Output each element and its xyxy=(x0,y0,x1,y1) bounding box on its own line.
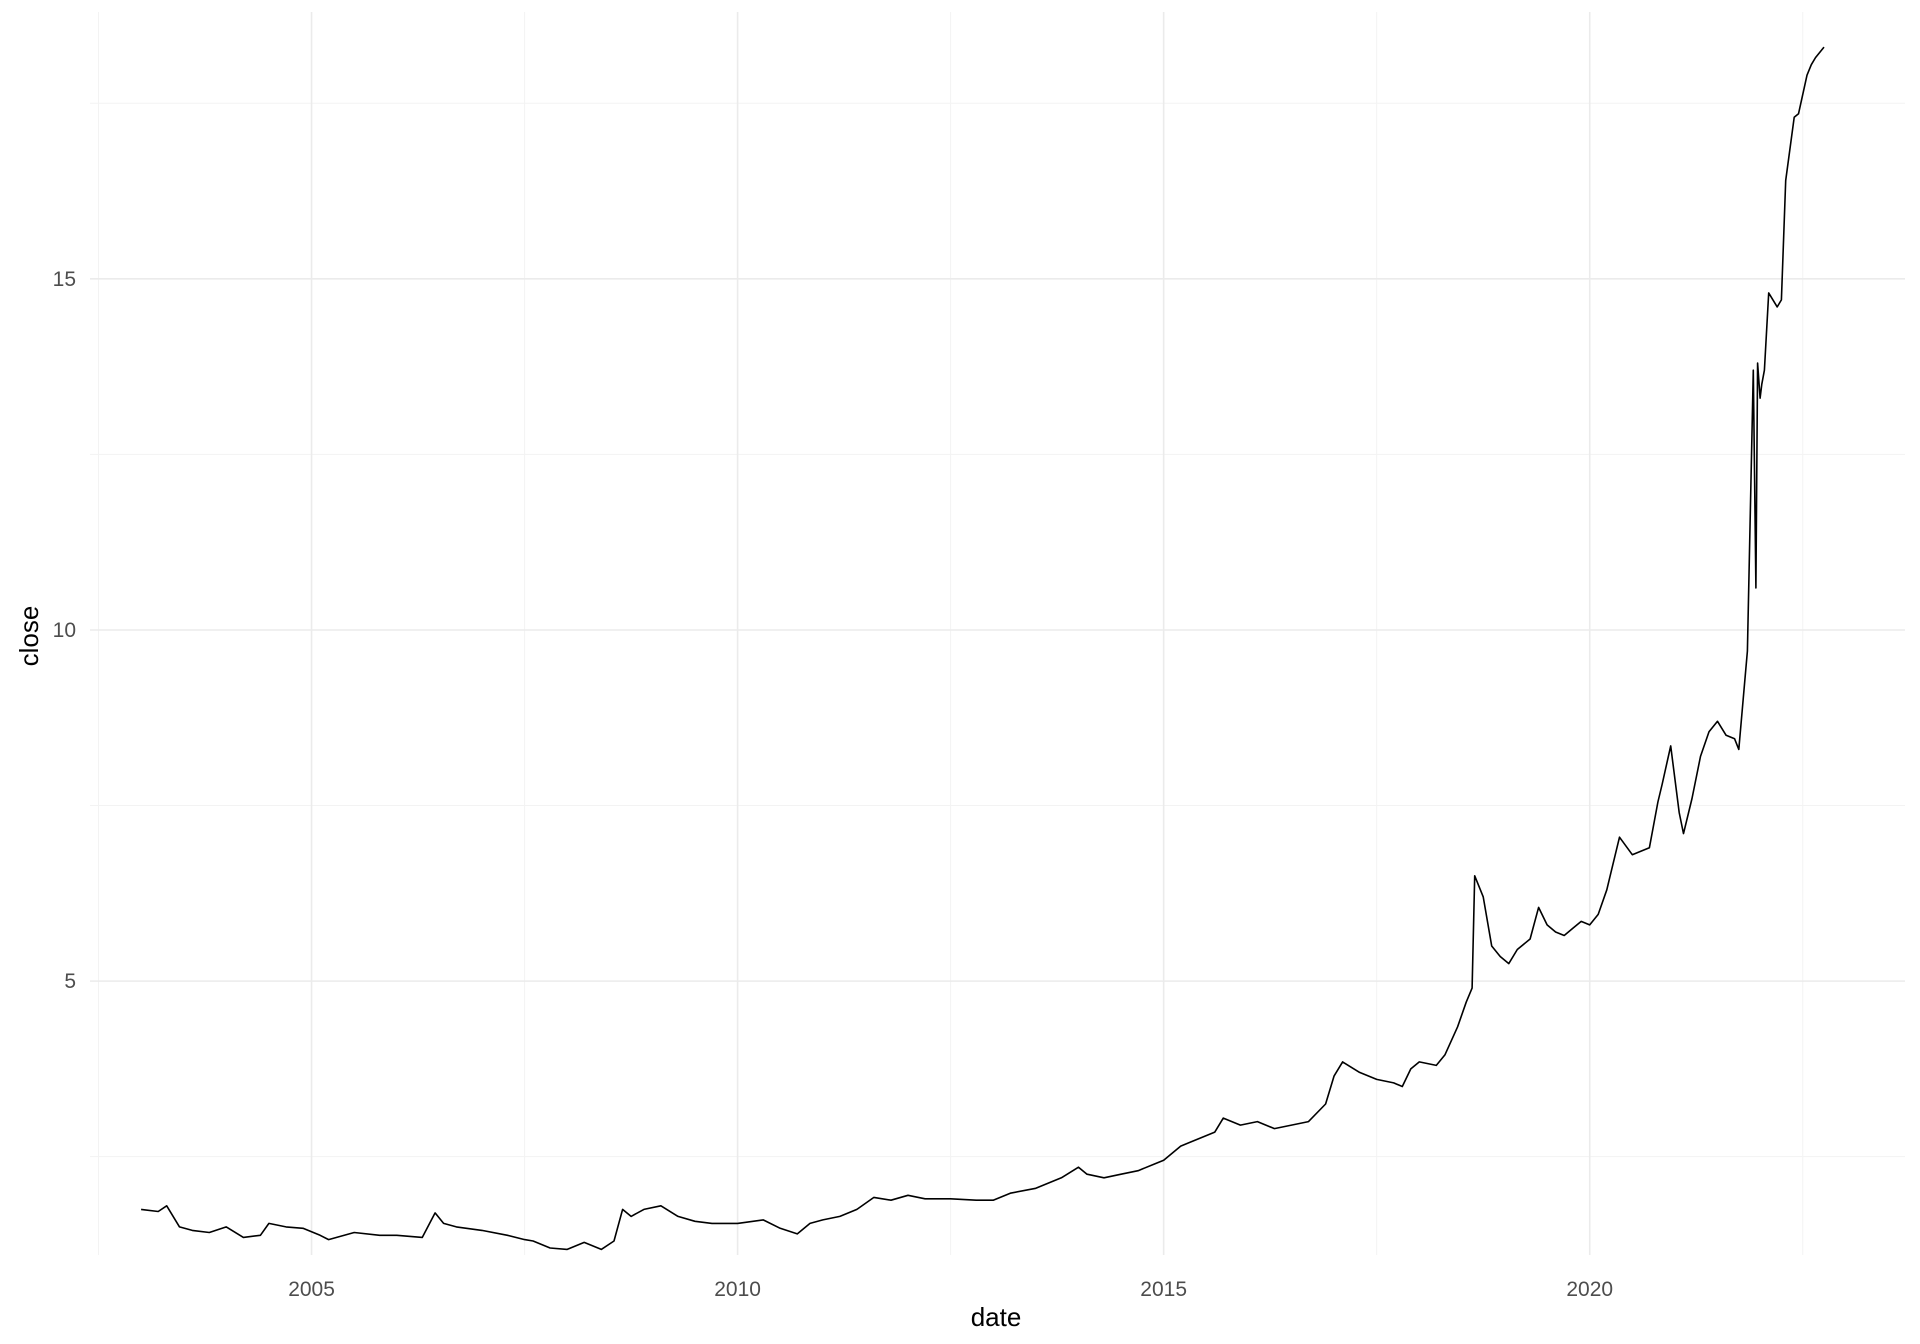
y-axis-title: close xyxy=(14,606,44,667)
x-tick-label: 2010 xyxy=(714,1278,761,1301)
x-tick-label: 2015 xyxy=(1140,1278,1187,1301)
x-tick-label: 2020 xyxy=(1566,1278,1613,1301)
series-line xyxy=(141,46,1825,1251)
x-axis-ticks: 2005 2010 2015 2020 xyxy=(288,1278,1613,1301)
x-axis-title: date xyxy=(971,1302,1022,1332)
y-tick-label: 5 xyxy=(64,970,76,993)
data-series xyxy=(141,46,1825,1251)
x-tick-label: 2005 xyxy=(288,1278,335,1301)
y-tick-label: 10 xyxy=(53,619,76,642)
minor-gridlines xyxy=(90,12,1905,1255)
y-axis-ticks: 5 10 15 xyxy=(53,268,76,993)
y-tick-label: 15 xyxy=(53,268,76,291)
major-gridlines xyxy=(90,12,1905,1255)
